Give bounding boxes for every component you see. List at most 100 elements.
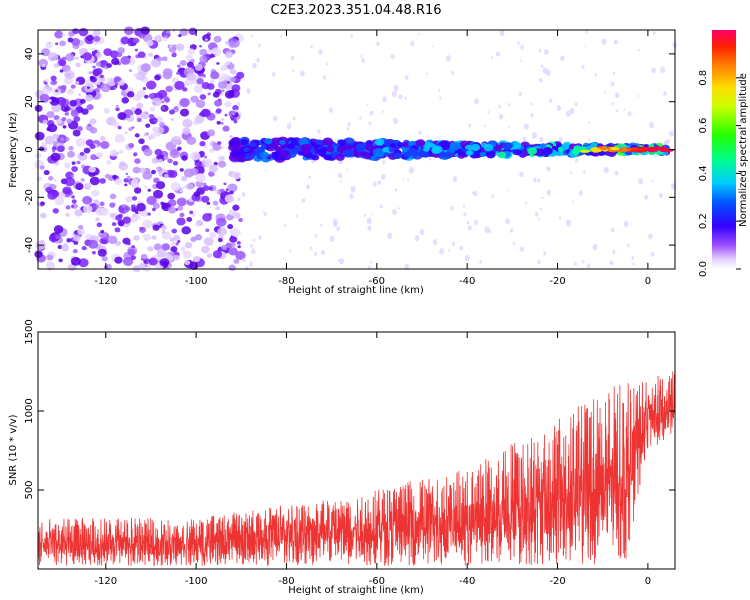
x-tick-label: -60 [369,276,385,287]
noise-blob [391,90,397,98]
noise-blob [181,155,188,161]
noise-blob [43,170,50,176]
noise-blob [543,251,547,256]
noise-blob [163,173,169,178]
signal-blob [448,147,456,154]
noise-blob [140,63,151,72]
noise-blob [498,104,501,109]
noise-blob [199,222,204,226]
noise-blob [432,45,434,48]
noise-blob [152,207,156,212]
noise-blob [52,208,59,214]
noise-blob [81,245,87,251]
noise-blob [109,50,119,59]
noise-blob [169,109,175,115]
noise-blob [114,256,123,264]
signal-blob [240,139,249,146]
y-tick-label: 20 [24,95,35,108]
noise-blob [350,186,356,193]
noise-blob [230,117,235,121]
signal-blob [355,143,362,149]
noise-blob [530,102,533,106]
noise-blob [157,89,168,99]
noise-blob [176,71,180,75]
noise-blob [382,159,386,165]
noise-blob [631,256,635,260]
noise-blob [61,244,69,252]
noise-blob [177,240,181,243]
noise-blob [57,145,65,153]
spectrogram-ticks: -120 -100 -80 -60 -40 -20 0 -40 -20 0 20 40 [24,30,675,287]
noise-blob [134,214,141,221]
noise-blob [310,44,313,49]
noise-blob [623,220,629,228]
noise-blob [180,246,186,252]
noise-blob [194,234,203,241]
noise-blob [462,204,466,208]
signal-blob [561,144,569,151]
noise-blob [658,192,663,198]
noise-blob [107,235,118,245]
noise-blob [224,90,235,99]
noise-blob [53,178,57,182]
noise-blob [280,34,283,38]
noise-blob [91,48,96,52]
noise-blob [93,35,101,42]
noise-blob [62,125,67,129]
noise-blob [153,177,160,184]
noise-blob [65,53,75,62]
noise-blob [360,54,363,58]
noise-blob [64,162,71,169]
noise-blob [451,70,455,75]
noise-blob [67,150,75,158]
colorbar-label: Normalized spectral amplitude [738,73,749,227]
noise-blob [52,150,55,153]
noise-blob [467,225,473,231]
noise-blob [34,250,43,258]
noise-blob [213,35,222,43]
signal-blob [343,137,355,147]
noise-blob [228,41,237,48]
noise-blob [320,223,323,227]
noise-blob [176,197,187,207]
x-tick-label: -80 [278,276,294,287]
noise-blob [156,116,164,123]
noise-blob [230,76,237,83]
noise-blob [404,75,409,80]
noise-blob [539,136,544,143]
noise-blob [66,238,72,243]
noise-blob [491,194,495,199]
snr-series-line [37,371,676,567]
noise-blob [201,195,210,203]
noise-blob [160,201,165,206]
noise-blob [450,205,454,211]
noise-blob [336,226,340,231]
noise-blob [272,115,278,122]
noise-blob [346,168,349,171]
signal-blob [423,146,430,152]
noise-blob [127,248,136,256]
noise-blob [143,185,148,189]
noise-blob [439,248,445,255]
noise-blob [143,148,153,157]
noise-blob [113,86,117,90]
noise-blob [370,261,373,264]
x-tick-label: -20 [549,576,565,587]
noise-blob [82,52,93,61]
noise-blob [199,45,202,48]
signal-blob [458,151,466,157]
noise-blob [86,86,91,89]
noise-blob [309,246,313,251]
noise-blob [229,227,241,237]
noise-blob [61,84,67,90]
noise-blob [407,178,410,181]
noise-blob [45,261,55,269]
noise-blob [349,193,354,200]
noise-blob [217,227,228,236]
noise-blob [271,71,276,77]
noise-blob [70,84,76,89]
noise-blob [614,92,620,99]
noise-blob [136,89,147,98]
noise-blob [609,260,614,266]
noise-blob [71,38,81,46]
